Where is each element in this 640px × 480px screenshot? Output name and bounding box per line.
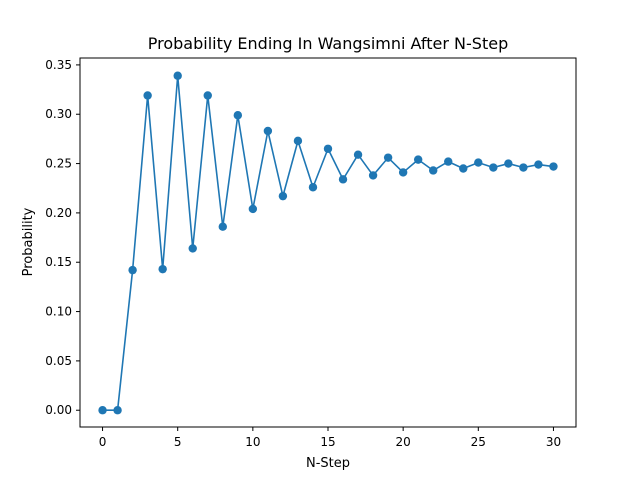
y-axis-ticks: 0.00 0.05 0.10 0.15 0.20 0.25 0.30 0.35	[45, 58, 80, 417]
data-point	[143, 91, 152, 100]
x-axis-ticks: 0 5 10 15 20 25 30	[99, 427, 561, 449]
x-tick-label: 30	[546, 435, 561, 449]
x-tick-label: 15	[320, 435, 335, 449]
data-point	[459, 164, 468, 173]
x-tick-label: 5	[174, 435, 182, 449]
data-point	[429, 166, 438, 175]
data-point	[128, 265, 137, 275]
data-point	[248, 204, 258, 214]
data-point	[113, 406, 122, 415]
y-axis-label: Probability	[21, 207, 36, 276]
data-point	[368, 171, 378, 180]
chart-title: Probability Ending In Wangsimni After N-…	[148, 34, 508, 53]
data-point	[534, 160, 543, 169]
y-tick-label: 0.10	[45, 305, 72, 319]
y-tick-label: 0.05	[45, 354, 72, 368]
data-point	[158, 264, 167, 274]
plot-series	[98, 71, 558, 415]
data-point	[278, 191, 288, 201]
data-point	[173, 71, 182, 80]
data-point	[263, 126, 273, 136]
y-tick-label: 0.25	[45, 157, 72, 171]
data-point	[338, 175, 348, 184]
data-point	[444, 157, 453, 166]
data-point	[98, 406, 107, 415]
data-point	[293, 136, 303, 146]
x-tick-label: 25	[471, 435, 486, 449]
y-tick-label: 0.35	[45, 58, 72, 72]
data-point	[233, 111, 243, 120]
data-point	[474, 158, 483, 167]
x-axis-label: N-Step	[306, 456, 350, 471]
data-point	[489, 163, 498, 172]
x-tick-label: 20	[396, 435, 411, 449]
y-tick-label: 0.15	[45, 255, 72, 269]
data-point	[519, 163, 528, 172]
data-point	[188, 244, 197, 253]
y-tick-label: 0.00	[45, 403, 72, 417]
y-tick-label: 0.20	[45, 206, 72, 220]
data-point	[504, 159, 513, 168]
data-point	[308, 183, 318, 192]
data-point	[383, 153, 393, 162]
data-point	[413, 155, 423, 164]
plot-frame	[79, 57, 577, 428]
data-point	[353, 150, 363, 159]
y-tick-label: 0.30	[45, 107, 72, 121]
series-line	[102, 74, 554, 412]
data-point	[323, 144, 333, 153]
data-point	[398, 168, 408, 177]
data-point	[203, 91, 212, 100]
x-tick-label: 0	[99, 435, 107, 449]
x-tick-label: 10	[245, 435, 260, 449]
data-point	[549, 162, 558, 171]
data-point	[218, 222, 227, 231]
